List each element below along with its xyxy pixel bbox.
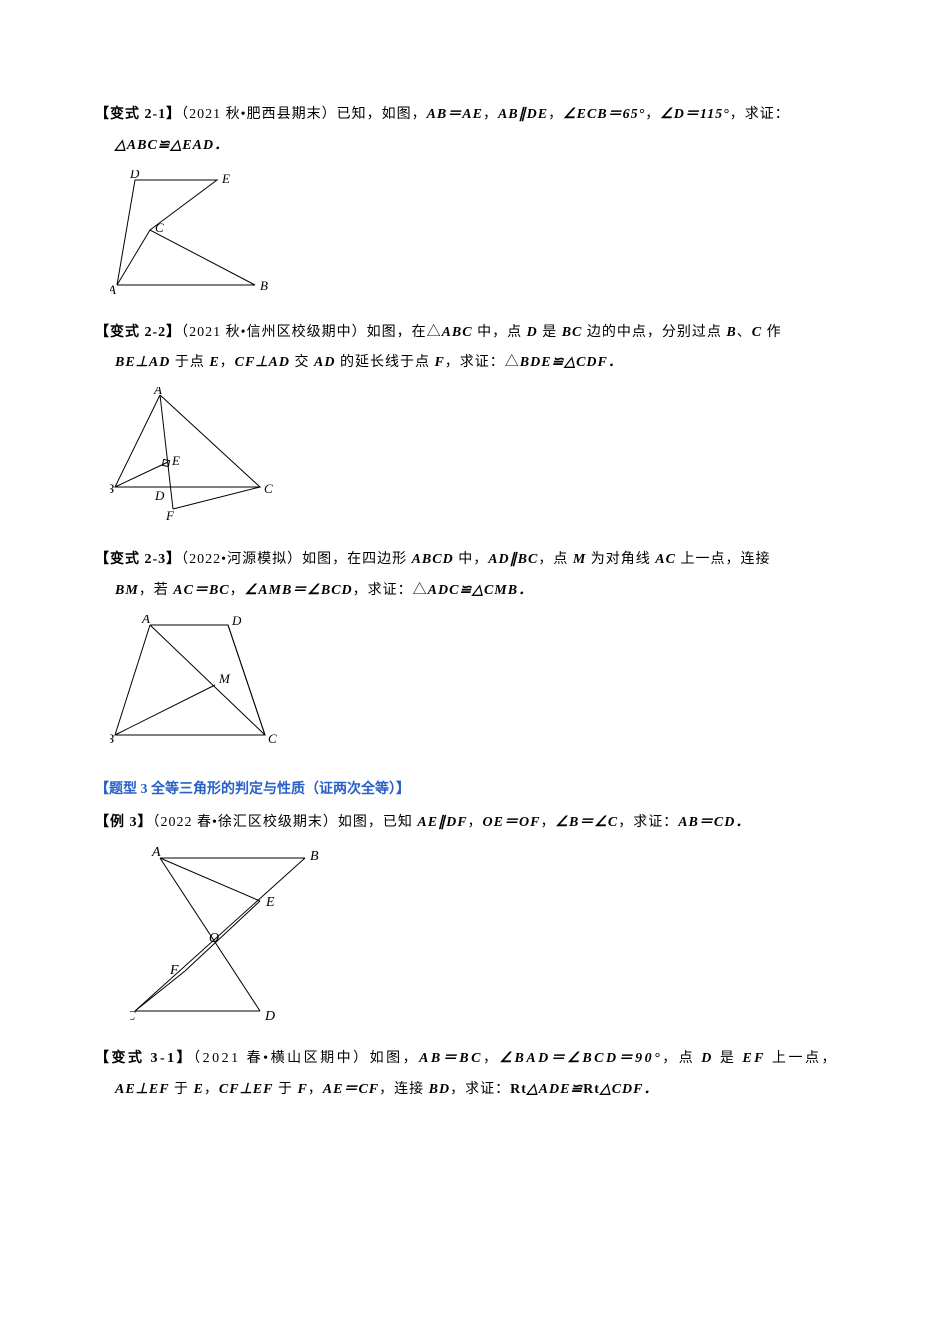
problem-text: 【变式 2-3】（2022•河源模拟）如图，在四边形 ABCD 中，AD∥BC，…	[95, 545, 855, 576]
conclusion: △ABC≌△EAD．	[95, 131, 855, 162]
svg-text:C: C	[155, 220, 164, 235]
svg-text:D: D	[264, 1009, 275, 1024]
problem-2-3: 【变式 2-3】（2022•河源模拟）如图，在四边形 ABCD 中，AD∥BC，…	[95, 545, 855, 750]
svg-text:B: B	[310, 849, 319, 864]
problem-text: 【变式 3-1】（2021 春•横山区期中）如图，AB＝BC，∠BAD＝∠BCD…	[95, 1044, 855, 1075]
problem-text: 【例 3】（2022 春•徐汇区校级期末）如图，已知 AE∥DF，OE＝OF，∠…	[95, 808, 855, 839]
svg-text:O: O	[209, 931, 219, 946]
label: 【例 3】	[95, 815, 153, 830]
svg-text:B: B	[110, 731, 114, 746]
example-3: 【例 3】（2022 春•徐汇区校级期末）如图，已知 AE∥DF，OE＝OF，∠…	[95, 808, 855, 1027]
svg-text:M: M	[218, 671, 231, 686]
svg-text:E: E	[221, 171, 230, 186]
svg-text:A: A	[151, 846, 161, 860]
problem-2-1: 【变式 2-1】（2021 秋•肥西县期末）已知，如图，AB＝AE，AB∥DE，…	[95, 100, 855, 300]
svg-text:F: F	[169, 963, 179, 978]
problem-text: 【变式 2-2】（2021 秋•信州区校级期中）如图，在△ABC 中，点 D 是…	[95, 318, 855, 349]
svg-text:B: B	[260, 278, 268, 293]
problem-3-1: 【变式 3-1】（2021 春•横山区期中）如图，AB＝BC，∠BAD＝∠BCD…	[95, 1044, 855, 1106]
label: 【变式 2-2】	[95, 325, 181, 340]
label: 【变式 2-3】	[95, 552, 181, 567]
problem-2-2: 【变式 2-2】（2021 秋•信州区校级期中）如图，在△ABC 中，点 D 是…	[95, 318, 855, 528]
svg-text:A: A	[153, 387, 162, 397]
diagram-2-2: A B C D E F	[110, 387, 855, 527]
svg-text:A: A	[110, 282, 116, 297]
svg-text:A: A	[141, 615, 150, 626]
problem-text: 【变式 2-1】（2021 秋•肥西县期末）已知，如图，AB＝AE，AB∥DE，…	[95, 100, 855, 131]
svg-text:D: D	[231, 615, 242, 628]
svg-text:D: D	[154, 488, 165, 503]
svg-text:B: B	[110, 481, 114, 496]
svg-text:C: C	[264, 481, 273, 496]
svg-text:F: F	[165, 508, 175, 523]
svg-text:C: C	[130, 1009, 136, 1024]
svg-text:C: C	[268, 731, 277, 746]
svg-text:E: E	[265, 895, 275, 910]
diagram-ex3: A B E O F C D	[130, 846, 855, 1026]
label: 【变式 2-1】	[95, 107, 181, 122]
svg-text:E: E	[171, 453, 180, 468]
diagram-2-1: A B C D E	[110, 170, 855, 300]
svg-text:D: D	[129, 170, 140, 181]
section-3-heading: 【题型 3 全等三角形的判定与性质（证两次全等）】	[95, 775, 855, 806]
source: （2021 秋•肥西县期末）	[181, 107, 336, 122]
label: 【变式 3-1】	[95, 1051, 193, 1066]
diagram-2-3: A D B C M	[110, 615, 855, 750]
